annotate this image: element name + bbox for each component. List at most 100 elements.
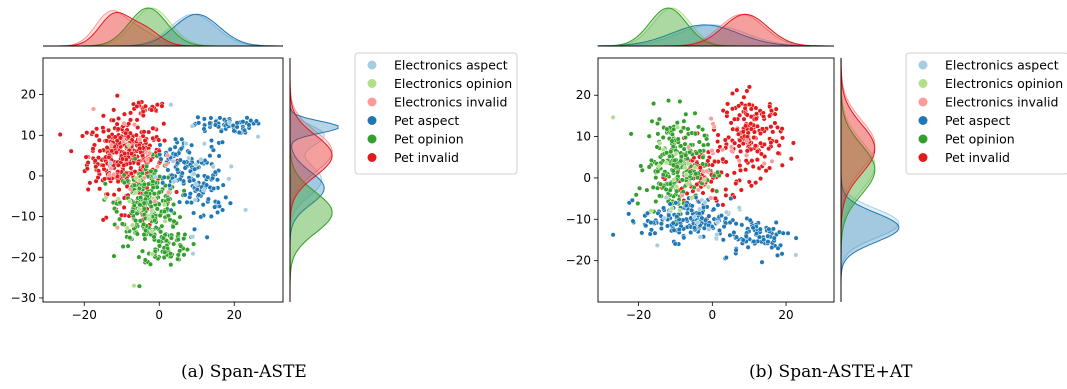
point-pet-invalid — [773, 138, 780, 144]
point-pet-opinion — [162, 249, 168, 255]
point-pet-opinion — [681, 125, 687, 131]
point-pet-aspect — [733, 221, 739, 227]
point-electronics-aspect — [226, 176, 232, 182]
point-pet-invalid — [136, 100, 142, 106]
point-pet-invalid — [724, 109, 730, 116]
point-pet-opinion — [664, 126, 670, 132]
point-pet-aspect — [217, 115, 223, 121]
point-pet-invalid — [715, 139, 721, 145]
y-tick-label: 20 — [576, 88, 591, 102]
point-pet-aspect — [647, 231, 653, 237]
y-tick-label: −10 — [566, 212, 591, 226]
point-pet-aspect — [769, 244, 775, 251]
point-pet-invalid — [128, 171, 134, 177]
point-pet-invalid — [754, 157, 760, 163]
point-pet-opinion — [177, 214, 183, 220]
point-pet-opinion — [144, 163, 150, 169]
point-pet-opinion — [638, 163, 644, 169]
point-electronics-opinion — [705, 184, 711, 190]
point-electronics-opinion — [701, 177, 707, 183]
point-pet-aspect — [234, 120, 240, 126]
point-pet-aspect — [241, 127, 248, 133]
point-pet-opinion — [654, 121, 661, 127]
point-pet-opinion — [687, 149, 693, 155]
point-pet-invalid — [720, 202, 726, 208]
point-pet-opinion — [136, 283, 142, 289]
point-electronics-opinion — [131, 283, 137, 289]
point-pet-opinion — [663, 186, 669, 192]
point-pet-opinion — [156, 238, 162, 244]
point-pet-opinion — [668, 149, 674, 155]
point-pet-opinion — [153, 168, 159, 174]
point-electronics-aspect — [714, 232, 720, 238]
point-electronics-opinion — [673, 184, 679, 190]
point-pet-invalid — [722, 137, 728, 143]
y-tick-label: 0 — [28, 169, 36, 183]
point-pet-opinion — [137, 218, 143, 224]
point-pet-opinion — [143, 228, 149, 234]
point-pet-aspect — [205, 174, 211, 180]
point-pet-invalid — [133, 132, 139, 138]
point-pet-aspect — [227, 200, 233, 206]
point-pet-aspect — [207, 120, 213, 126]
point-pet-invalid — [97, 148, 103, 154]
point-pet-aspect — [231, 128, 237, 134]
point-pet-aspect — [182, 192, 188, 198]
point-pet-aspect — [731, 229, 737, 236]
point-pet-aspect — [166, 182, 173, 188]
point-pet-invalid — [84, 166, 90, 172]
point-pet-opinion — [665, 98, 672, 104]
point-electronics-aspect — [661, 215, 667, 221]
plot-frame — [42, 57, 284, 303]
point-pet-aspect — [196, 120, 202, 126]
point-pet-invalid — [732, 140, 738, 146]
point-pet-aspect — [703, 217, 709, 223]
point-pet-invalid — [758, 176, 764, 182]
point-pet-invalid — [114, 93, 120, 99]
point-pet-opinion — [139, 248, 146, 254]
legend-marker-pet-opinion — [918, 134, 928, 144]
point-pet-opinion — [701, 142, 707, 148]
point-electronics-aspect — [736, 205, 742, 211]
point-pet-aspect — [168, 207, 174, 213]
point-pet-invalid — [84, 130, 90, 136]
point-pet-invalid — [129, 151, 135, 157]
point-electronics-invalid — [90, 106, 96, 112]
legend-label-electronics-aspect: Electronics aspect — [394, 58, 508, 73]
point-pet-opinion — [681, 146, 687, 152]
point-pet-aspect — [215, 209, 221, 215]
point-pet-aspect — [218, 128, 224, 134]
point-pet-aspect — [187, 178, 193, 184]
point-pet-opinion — [633, 192, 639, 198]
point-pet-invalid — [162, 138, 168, 144]
point-electronics-aspect — [191, 171, 197, 177]
point-pet-invalid — [735, 131, 742, 137]
point-pet-invalid — [97, 186, 103, 192]
top-marginal-kde — [43, 7, 283, 47]
point-pet-invalid — [743, 123, 749, 129]
point-electronics-invalid — [708, 195, 714, 201]
right-marginal-kde — [289, 58, 339, 302]
point-pet-opinion — [130, 208, 136, 215]
point-pet-aspect — [220, 182, 226, 188]
point-electronics-opinion — [689, 195, 695, 201]
legend-label-electronics-invalid: Electronics invalid — [394, 95, 507, 110]
point-pet-aspect — [167, 146, 173, 152]
point-electronics-invalid — [114, 225, 120, 231]
point-pet-opinion — [168, 262, 174, 268]
point-electronics-aspect — [702, 199, 708, 205]
point-pet-aspect — [711, 206, 717, 212]
point-pet-invalid — [114, 138, 120, 144]
point-pet-aspect — [728, 195, 734, 202]
point-pet-invalid — [106, 134, 112, 140]
point-pet-opinion — [165, 197, 171, 203]
point-pet-opinion — [702, 132, 708, 139]
point-electronics-opinion — [663, 160, 669, 166]
point-electronics-opinion — [656, 163, 662, 169]
point-pet-opinion — [127, 235, 133, 241]
point-pet-invalid — [95, 155, 102, 161]
point-pet-aspect — [174, 167, 180, 173]
scatter-points — [610, 84, 799, 265]
point-pet-aspect — [165, 167, 171, 173]
point-pet-invalid — [715, 148, 721, 154]
